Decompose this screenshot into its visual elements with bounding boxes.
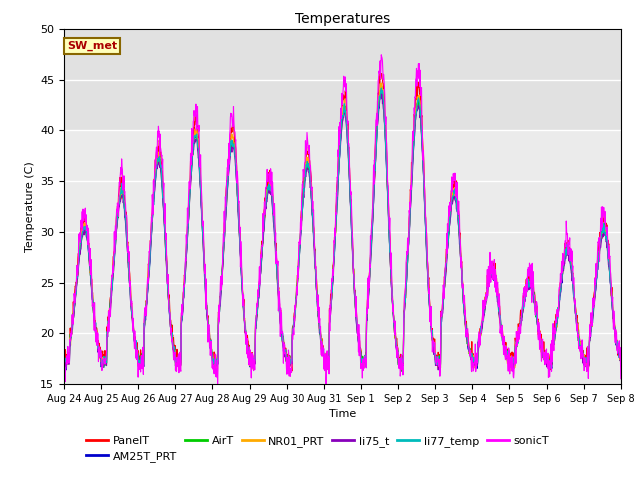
li77_temp — [378, 85, 385, 91]
PanelT — [617, 351, 625, 357]
li77_temp — [170, 344, 178, 349]
NR01_PRT — [617, 364, 625, 370]
li75_t — [552, 332, 559, 338]
sonicT — [322, 382, 330, 388]
li77_temp — [617, 357, 625, 362]
AirT — [617, 359, 625, 365]
li77_temp — [60, 358, 68, 364]
AirT — [246, 359, 254, 364]
li77_temp — [184, 227, 191, 233]
AirT — [378, 84, 385, 89]
Line: PanelT: PanelT — [64, 71, 621, 371]
li75_t — [435, 367, 442, 373]
PanelT — [170, 342, 178, 348]
AirT — [397, 368, 405, 374]
sonicT — [502, 345, 510, 350]
PanelT — [60, 348, 68, 354]
AM25T_PRT — [60, 360, 68, 366]
li77_temp — [552, 327, 559, 333]
li75_t — [184, 224, 191, 230]
AirT — [170, 347, 178, 353]
NR01_PRT — [184, 224, 191, 230]
sonicT — [617, 376, 625, 382]
AM25T_PRT — [284, 367, 291, 373]
li75_t — [502, 355, 510, 361]
AM25T_PRT — [502, 350, 510, 356]
sonicT — [429, 338, 437, 344]
PanelT — [184, 219, 191, 225]
Line: sonicT: sonicT — [64, 55, 621, 385]
sonicT — [60, 368, 68, 373]
Text: SW_met: SW_met — [67, 41, 117, 51]
AM25T_PRT — [429, 344, 437, 350]
li77_temp — [502, 349, 509, 355]
Line: li75_t: li75_t — [64, 90, 621, 370]
PanelT — [376, 68, 384, 73]
NR01_PRT — [502, 343, 509, 348]
sonicT — [170, 351, 178, 357]
AirT — [552, 327, 559, 333]
li75_t — [170, 351, 178, 357]
AirT — [184, 229, 191, 235]
sonicT — [184, 220, 191, 226]
sonicT — [552, 318, 559, 324]
li77_temp — [429, 339, 437, 345]
AM25T_PRT — [246, 364, 254, 370]
li75_t — [246, 359, 254, 364]
AirT — [429, 342, 437, 348]
Line: AirT: AirT — [64, 86, 621, 371]
NR01_PRT — [378, 80, 385, 86]
NR01_PRT — [60, 358, 68, 363]
Line: li77_temp: li77_temp — [64, 88, 621, 368]
AirT — [502, 350, 510, 356]
NR01_PRT — [246, 363, 254, 369]
li75_t — [378, 87, 385, 93]
X-axis label: Time: Time — [329, 409, 356, 419]
li77_temp — [547, 365, 554, 371]
AirT — [60, 360, 68, 366]
PanelT — [429, 339, 437, 345]
sonicT — [246, 347, 254, 353]
AM25T_PRT — [170, 349, 178, 355]
li77_temp — [246, 357, 254, 363]
li75_t — [429, 341, 437, 347]
PanelT — [552, 332, 559, 337]
Line: NR01_PRT: NR01_PRT — [64, 83, 621, 371]
Title: Temperatures: Temperatures — [295, 12, 390, 26]
AM25T_PRT — [377, 85, 385, 91]
Legend: PanelT, AM25T_PRT, AirT, NR01_PRT, li75_t, li77_temp, sonicT: PanelT, AM25T_PRT, AirT, NR01_PRT, li75_… — [86, 436, 549, 462]
AM25T_PRT — [617, 361, 625, 367]
Y-axis label: Temperature (C): Temperature (C) — [24, 161, 35, 252]
li75_t — [617, 363, 625, 369]
Bar — [64, 29, 621, 130]
PanelT — [288, 368, 296, 374]
Line: AM25T_PRT: AM25T_PRT — [64, 88, 621, 370]
PanelT — [502, 352, 510, 358]
AM25T_PRT — [184, 226, 191, 232]
NR01_PRT — [170, 352, 178, 358]
NR01_PRT — [552, 329, 559, 335]
PanelT — [246, 351, 254, 357]
li75_t — [60, 359, 68, 364]
AM25T_PRT — [552, 330, 559, 336]
NR01_PRT — [429, 341, 437, 347]
sonicT — [378, 52, 385, 58]
NR01_PRT — [506, 368, 514, 374]
